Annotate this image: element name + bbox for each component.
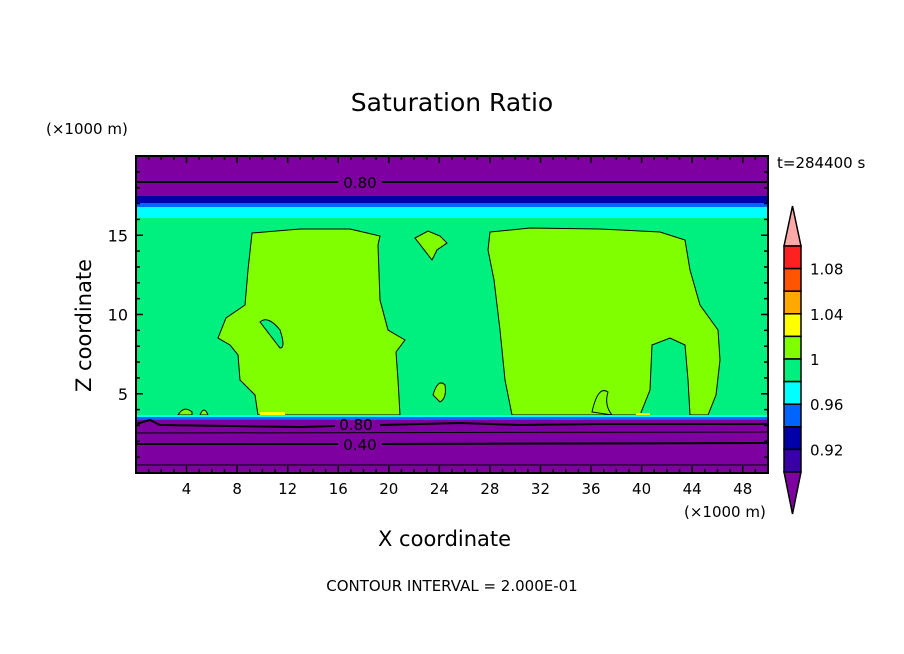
contour-line-0.40 bbox=[136, 442, 769, 445]
y-tick-label: 10 bbox=[108, 306, 128, 325]
colorbar-label: 1.08 bbox=[810, 261, 843, 279]
x-tick-label: 12 bbox=[278, 480, 297, 498]
contour-label: 0.40 bbox=[343, 436, 376, 454]
colorbar-swatch bbox=[783, 403, 802, 428]
x-tick-label: 32 bbox=[531, 480, 550, 498]
colorbar-extend-low bbox=[783, 471, 802, 515]
colorbar-swatch bbox=[783, 245, 802, 270]
layer-darkblue bbox=[136, 196, 768, 203]
x-axis-label: X coordinate bbox=[378, 527, 512, 551]
contour-label: 0.80 bbox=[343, 174, 376, 192]
colorbar-swatch bbox=[783, 335, 802, 360]
contour-interval-note: CONTOUR INTERVAL = 2.000E-01 bbox=[326, 577, 578, 595]
cloud-fragment bbox=[591, 390, 614, 416]
cloud-fragment bbox=[432, 382, 446, 403]
x-unit-label: (×1000 m) bbox=[684, 503, 766, 521]
layer-blue bbox=[136, 203, 768, 207]
colorbar-swatch bbox=[783, 358, 802, 383]
cloud-fragment bbox=[177, 408, 193, 416]
x-tick-label: 28 bbox=[480, 480, 499, 498]
x-tick-label: 20 bbox=[379, 480, 398, 498]
x-tick-label: 24 bbox=[430, 480, 449, 498]
x-tick-label: 4 bbox=[182, 480, 192, 498]
layer-lower-dry bbox=[136, 420, 768, 473]
colorbar: 0.92 0.96 1 1.04 1.08 bbox=[783, 205, 843, 515]
cloud-column-2 bbox=[487, 227, 721, 416]
dry-pocket bbox=[259, 319, 284, 349]
colorbar-swatch bbox=[783, 380, 802, 405]
y-tick-label: 5 bbox=[118, 385, 128, 404]
y-tick-label: 15 bbox=[108, 226, 128, 245]
colorbar-label: 0.96 bbox=[810, 396, 843, 414]
colorbar-label: 0.92 bbox=[810, 441, 843, 459]
colorbar-swatch bbox=[783, 426, 802, 451]
supersat-patch bbox=[636, 413, 650, 415]
x-tick-label: 36 bbox=[581, 480, 600, 498]
chart-title: Saturation Ratio bbox=[350, 88, 554, 117]
x-tick-label: 40 bbox=[632, 480, 651, 498]
contour-label: 0.80 bbox=[339, 416, 372, 434]
colorbar-swatch bbox=[783, 313, 802, 338]
cloud-fragment bbox=[414, 230, 448, 261]
x-tick-label: 44 bbox=[683, 480, 702, 498]
cloud-fragment bbox=[199, 409, 209, 416]
x-tick-label: 48 bbox=[733, 480, 752, 498]
x-tick-label: 16 bbox=[329, 480, 348, 498]
colorbar-swatch bbox=[783, 267, 802, 292]
x-tick-label: 8 bbox=[232, 480, 242, 498]
contour-line-0.80-bottom bbox=[135, 418, 768, 429]
layer-cyan bbox=[136, 207, 768, 218]
time-label: t=284400 s bbox=[777, 154, 866, 172]
colorbar-swatch bbox=[783, 290, 802, 315]
contour-line bbox=[135, 431, 769, 434]
contour-field bbox=[135, 156, 769, 473]
colorbar-extend-high bbox=[783, 205, 802, 247]
colorbar-label: 1.04 bbox=[810, 306, 843, 324]
y-unit-label: (×1000 m) bbox=[46, 120, 128, 138]
supersat-patch bbox=[260, 412, 285, 415]
layer-upper-dry bbox=[136, 156, 768, 196]
colorbar-label: 1 bbox=[810, 351, 820, 369]
colorbar-swatch bbox=[783, 448, 802, 473]
